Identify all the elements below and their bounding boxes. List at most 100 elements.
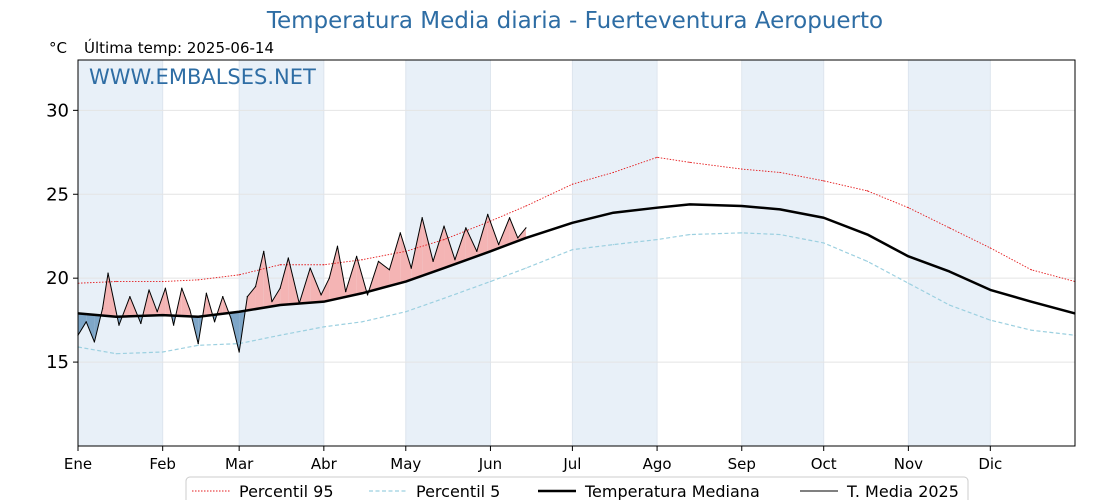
data-point	[432, 260, 434, 262]
anomaly-fill	[280, 258, 289, 306]
data-point	[320, 294, 322, 296]
data-point	[118, 324, 120, 326]
data-point	[571, 249, 574, 251]
plot-frame	[77, 59, 1076, 447]
data-point	[279, 334, 281, 336]
data-point	[907, 282, 909, 284]
x-tick-label: Nov	[894, 455, 923, 473]
data-point	[689, 233, 691, 236]
data-point	[443, 238, 445, 241]
data-point	[189, 309, 191, 311]
legend-label: Percentil 95	[239, 482, 334, 500]
anomaly-fill	[422, 217, 434, 276]
data-point	[656, 238, 658, 241]
data-point	[279, 264, 281, 266]
x-tick-label: Feb	[149, 455, 176, 473]
data-point	[1030, 269, 1032, 271]
data-point	[989, 319, 991, 321]
data-point	[476, 250, 478, 252]
data-point	[164, 287, 167, 289]
anomaly-fill	[400, 232, 412, 283]
x-tick-label: Oct	[811, 455, 837, 473]
month-band	[741, 60, 824, 446]
anomaly-fill	[509, 217, 518, 245]
data-point	[948, 270, 950, 273]
data-point	[489, 280, 492, 283]
chart-title: Temperatura Media diaria - Fuerteventura…	[266, 8, 884, 34]
data-point	[85, 321, 87, 323]
data-point	[948, 227, 950, 229]
data-point	[230, 317, 232, 320]
data-point	[328, 277, 330, 279]
data-point	[361, 321, 363, 323]
anomaly-fill	[78, 313, 87, 336]
x-axis-ticks: Ene Feb Mar Abr May Jun Jul Ago Sep Oct Nov Dic	[64, 446, 1002, 473]
data-point	[238, 311, 240, 313]
data-point	[115, 353, 117, 355]
data-point	[948, 304, 950, 306]
data-point	[254, 285, 257, 288]
data-point	[148, 289, 150, 291]
data-point	[377, 260, 380, 262]
data-point	[741, 232, 743, 234]
y-tick-label: 25	[46, 184, 69, 205]
month-band	[78, 60, 163, 446]
anomaly-fill	[86, 314, 95, 342]
data-point	[454, 259, 456, 261]
data-point	[238, 351, 240, 353]
data-point	[823, 242, 825, 244]
anomaly-fill	[444, 226, 455, 269]
data-point	[443, 297, 445, 299]
data-point	[989, 247, 991, 249]
data-point	[571, 222, 574, 224]
data-point	[525, 267, 527, 269]
data-point	[309, 267, 311, 269]
data-point	[238, 274, 240, 276]
data-point	[689, 161, 691, 163]
data-point	[287, 257, 289, 259]
data-point	[162, 351, 164, 353]
data-point	[345, 291, 347, 293]
data-point	[656, 156, 658, 158]
month-band	[239, 60, 324, 446]
data-point	[162, 280, 164, 283]
data-point	[205, 292, 207, 294]
data-point	[866, 190, 869, 192]
data-point	[465, 227, 467, 229]
data-point	[741, 168, 743, 170]
data-point	[405, 280, 407, 283]
anomaly-fill	[465, 227, 477, 261]
data-point	[508, 217, 511, 219]
data-point	[361, 292, 363, 294]
legend-box	[185, 476, 969, 500]
data-point	[181, 287, 183, 289]
anomaly-fill	[411, 217, 423, 280]
y-axis-ticks: 15 20 25 30	[46, 100, 78, 373]
data-point	[107, 272, 109, 274]
anomaly-fill	[310, 268, 322, 303]
legend-label: Percentil 5	[416, 482, 500, 500]
anomaly-fill	[487, 214, 499, 253]
data-point	[323, 301, 325, 303]
data-point	[498, 244, 500, 246]
x-tick-label: Dic	[978, 455, 1002, 473]
data-point	[487, 213, 489, 215]
data-point	[173, 324, 175, 326]
data-point	[361, 259, 363, 261]
anomaly-fill	[389, 232, 401, 286]
data-point	[421, 217, 423, 219]
data-point	[197, 316, 199, 318]
data-point	[323, 326, 325, 328]
data-point	[823, 180, 825, 182]
y-tick-label: 20	[46, 268, 69, 289]
data-point	[525, 227, 527, 229]
x-tick-label: Jul	[562, 455, 581, 473]
data-point	[866, 260, 869, 262]
x-tick-label: Ago	[643, 455, 672, 473]
data-point	[525, 237, 527, 239]
data-point	[388, 269, 390, 271]
data-point	[907, 207, 909, 209]
data-point	[271, 301, 273, 303]
data-point	[197, 344, 199, 346]
